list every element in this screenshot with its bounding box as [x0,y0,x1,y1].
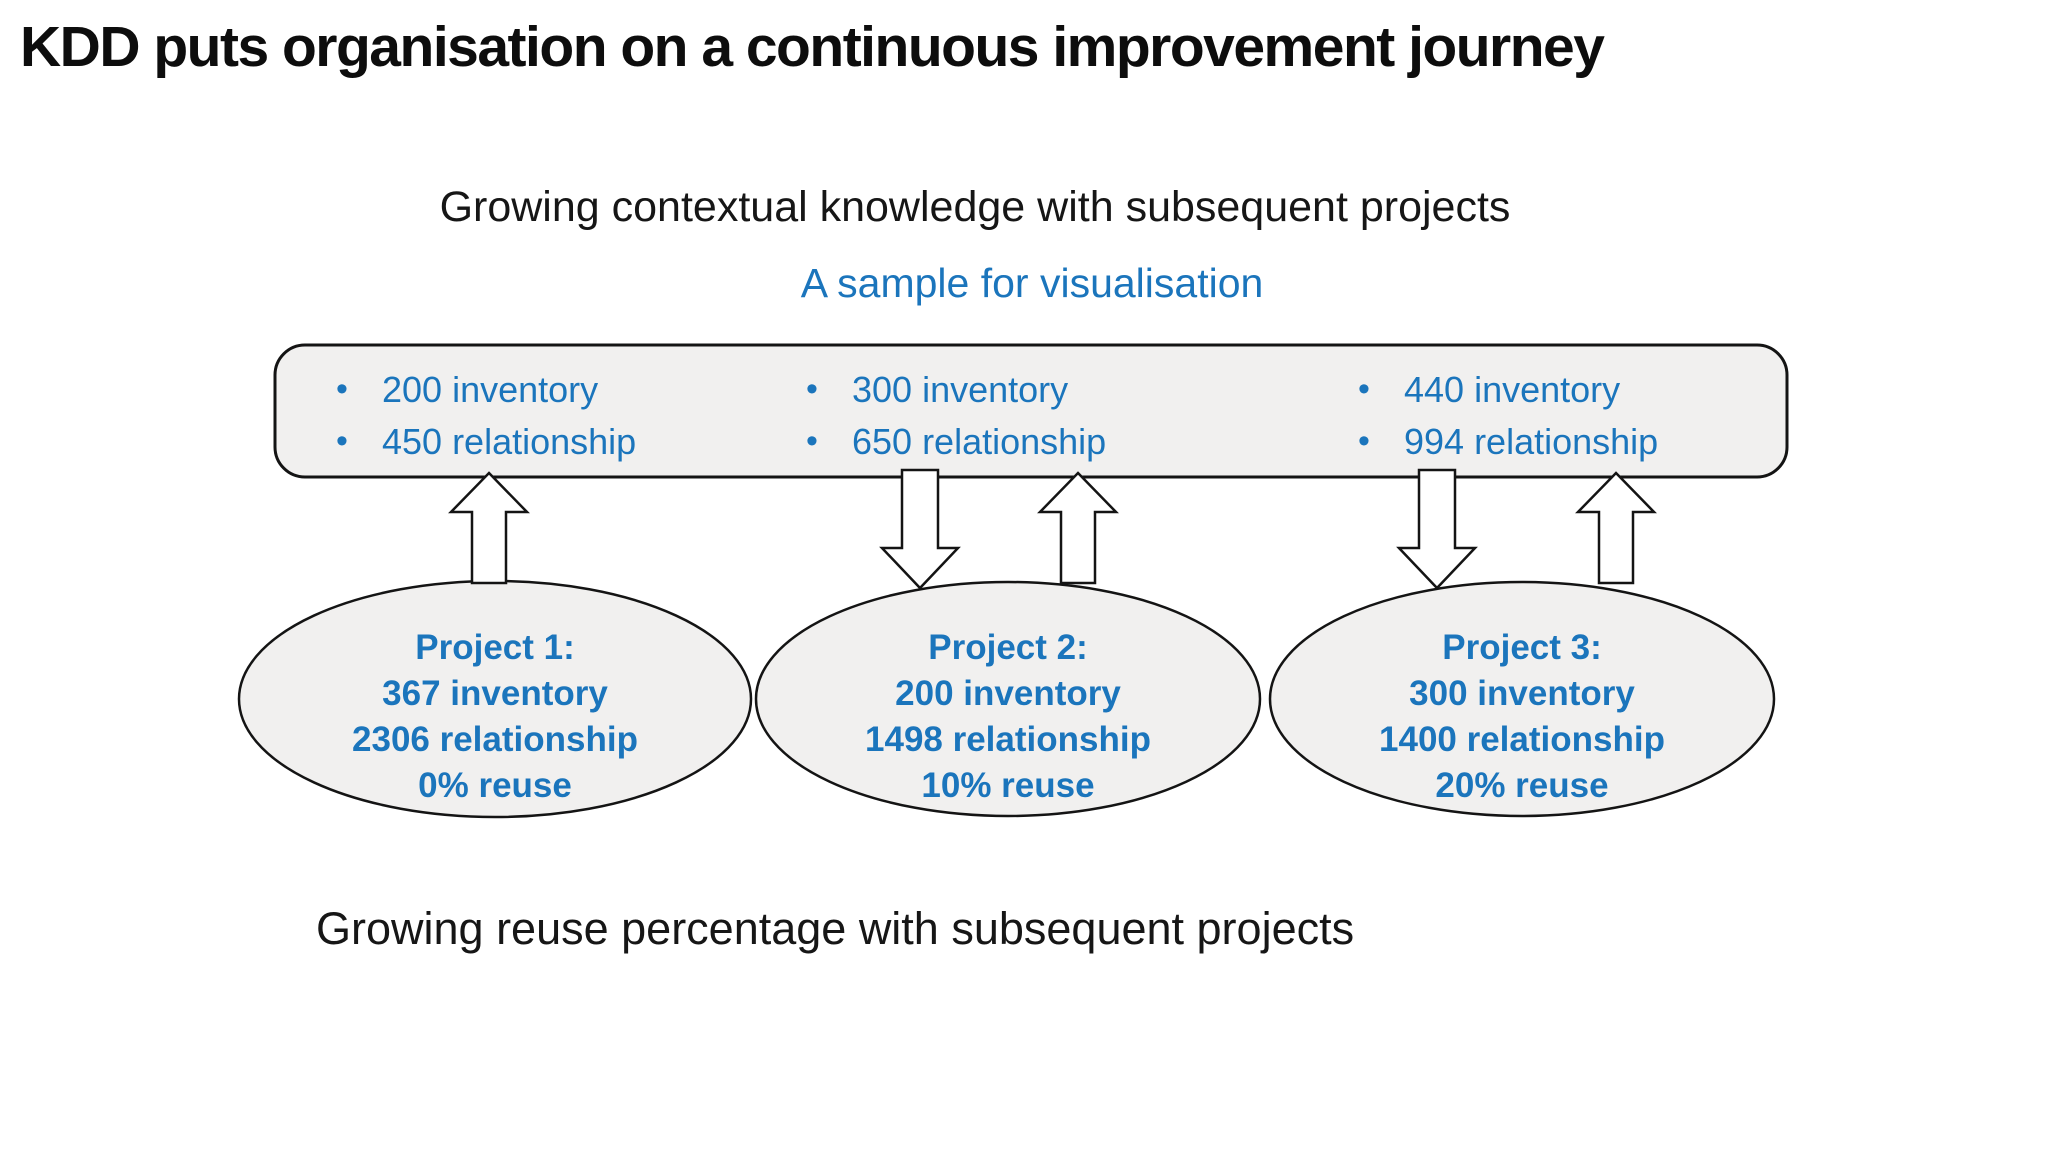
project-inventory: 200 inventory [895,674,1121,713]
knowledge-item: 300 inventory [852,369,1069,410]
list-item: • 650 relationship [804,416,1244,468]
project-inventory: 367 inventory [382,674,608,713]
list-item: • 994 relationship [1356,416,1796,468]
knowledge-item: 994 relationship [1404,421,1659,462]
list-item: • 440 inventory [1356,364,1796,416]
up-arrow-icon-3 [1575,471,1657,585]
bullet-icon: • [336,422,348,460]
subtitle-growing-knowledge: Growing contextual knowledge with subseq… [439,183,1511,231]
list-item: • 300 inventory [804,364,1244,416]
bullet-icon: • [1358,370,1370,408]
project-reuse: 20% reuse [1435,766,1609,805]
bullet-icon: • [806,422,818,460]
up-arrow-icon-2 [1037,471,1119,585]
up-arrow-icon-1 [448,471,530,585]
project-ellipse-2-border [754,580,1262,818]
project-relationship: 1498 relationship [865,720,1151,759]
project-3-text: Project 3: 300 inventory 1400 relationsh… [1262,625,1782,809]
project-1-text: Project 1: 367 inventory 2306 relationsh… [235,625,755,809]
project-reuse: 10% reuse [921,766,1095,805]
list-item: • 200 inventory [334,364,774,416]
sample-visualisation-label: A sample for visualisation [800,260,1264,306]
down-arrow-icon-2 [879,468,961,590]
knowledge-item: 440 inventory [1404,369,1621,410]
project-title: Project 2: [928,628,1088,667]
project-title: Project 1: [415,628,575,667]
knowledge-item: 650 relationship [852,421,1107,462]
project-ellipse-2 [756,582,1260,816]
knowledge-box [275,345,1787,477]
project-ellipse-1 [239,581,751,817]
bullet-icon: • [336,370,348,408]
project-relationship: 1400 relationship [1379,720,1665,759]
list-item: • 450 relationship [334,416,774,468]
page-title: KDD puts organisation on a continuous im… [20,15,1605,79]
down-arrow-icon-3 [1396,468,1478,590]
bullet-icon: • [806,370,818,408]
knowledge-column-3: • 440 inventory • 994 relationship [1356,364,1796,468]
knowledge-item: 200 inventory [382,369,599,410]
bullet-icon: • [1358,422,1370,460]
project-reuse: 0% reuse [418,766,572,805]
knowledge-box-border [273,343,1789,479]
project-title: Project 3: [1442,628,1602,667]
project-relationship: 2306 relationship [352,720,638,759]
project-2-text: Project 2: 200 inventory 1498 relationsh… [748,625,1268,809]
project-inventory: 300 inventory [1409,674,1635,713]
knowledge-column-1: • 200 inventory • 450 relationship [334,364,774,468]
knowledge-column-2: • 300 inventory • 650 relationship [804,364,1244,468]
footer-caption: Growing reuse percentage with subsequent… [316,903,1355,954]
knowledge-item: 450 relationship [382,421,637,462]
project-ellipse-3-border [1268,580,1776,818]
project-ellipse-3 [1270,582,1774,816]
